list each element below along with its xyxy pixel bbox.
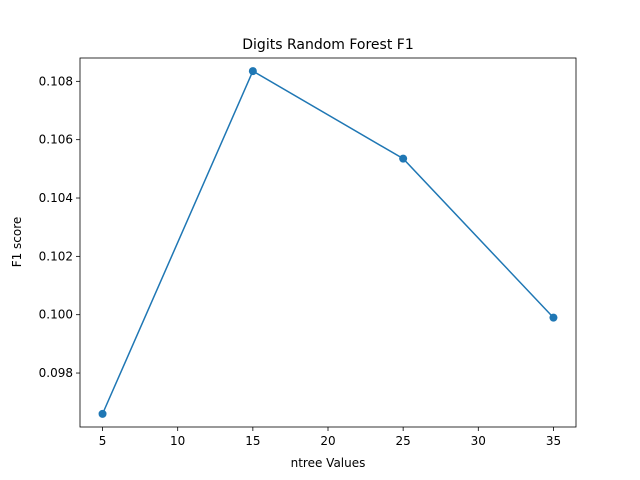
y-tick-label: 0.104 bbox=[39, 191, 73, 205]
y-axis-label: F1 score bbox=[10, 217, 24, 268]
x-tick-label: 10 bbox=[170, 434, 185, 448]
x-tick-label: 30 bbox=[471, 434, 486, 448]
x-tick-label: 20 bbox=[320, 434, 335, 448]
data-point bbox=[549, 313, 558, 322]
data-point bbox=[98, 409, 107, 418]
x-tick-label: 35 bbox=[546, 434, 561, 448]
x-axis-label: ntree Values bbox=[291, 456, 366, 470]
y-tick-label: 0.108 bbox=[39, 74, 73, 88]
data-point bbox=[248, 67, 257, 76]
chart-title: Digits Random Forest F1 bbox=[242, 37, 413, 53]
y-tick-label: 0.102 bbox=[39, 249, 73, 263]
x-tick-label: 25 bbox=[396, 434, 411, 448]
data-point bbox=[399, 154, 408, 163]
x-tick-label: 5 bbox=[99, 434, 107, 448]
y-tick-label: 0.106 bbox=[39, 133, 73, 147]
y-tick-label: 0.098 bbox=[39, 366, 73, 380]
plot-area: 5 10 15 20 25 30 35 0.098 0.100 0.102 0.104 0.106 0.… bbox=[39, 57, 577, 448]
series-line bbox=[101, 70, 554, 415]
y-tick-label: 0.100 bbox=[39, 308, 73, 322]
x-tick-label: 15 bbox=[245, 434, 260, 448]
